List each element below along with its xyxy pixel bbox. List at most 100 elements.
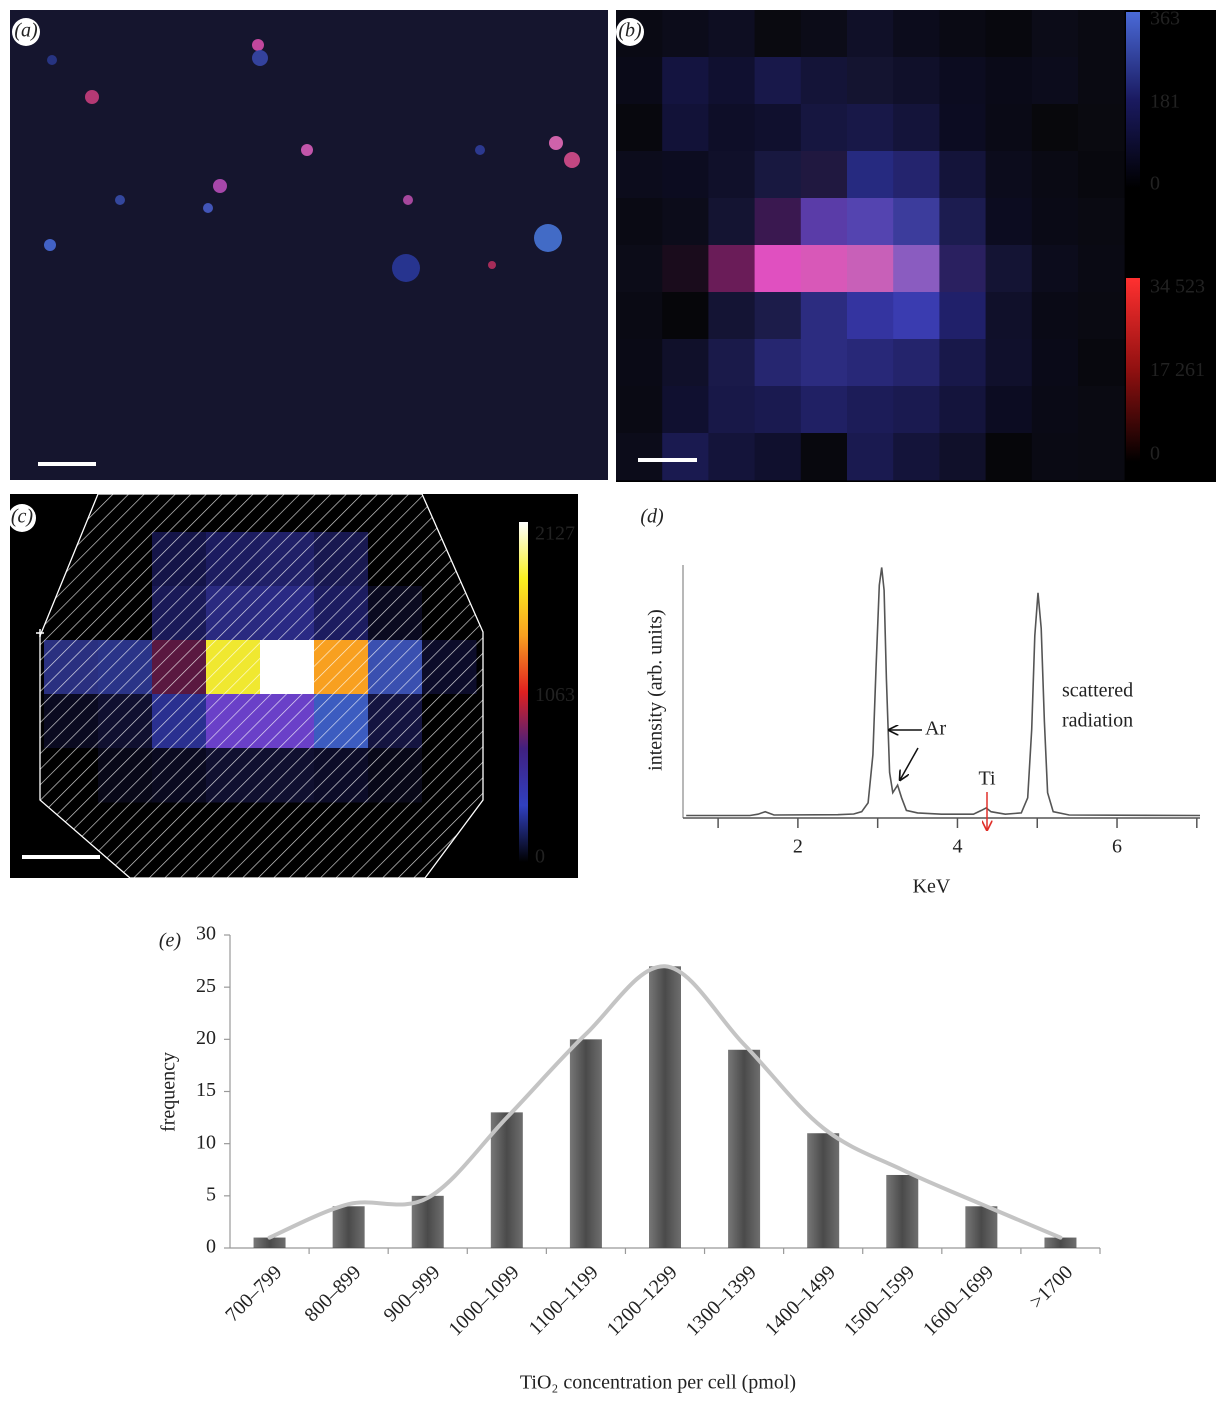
spot	[475, 145, 485, 155]
pixel	[662, 292, 709, 339]
bar	[728, 1050, 760, 1248]
pixel	[847, 245, 894, 292]
pixel	[893, 433, 940, 480]
colorbar-tick-label: 2127	[535, 523, 575, 545]
pixel	[1078, 104, 1125, 151]
y-tick-label: 10	[196, 1131, 216, 1153]
page: {"chart_data": [ {"type": "image", "labe…	[0, 0, 1216, 1402]
pixel	[616, 198, 663, 245]
y-tick-label: 0	[206, 1236, 216, 1258]
pixel	[616, 433, 663, 480]
figure: (a)(b)(c)(d)(e)0181363017 26134 52301063…	[0, 0, 1216, 1402]
spot	[488, 261, 496, 269]
pixel	[893, 198, 940, 245]
pixel	[755, 57, 802, 104]
x-tick-label: 6	[1112, 836, 1122, 858]
colorbar	[1126, 278, 1140, 462]
pixel	[847, 57, 894, 104]
y-tick-label: 25	[196, 975, 216, 997]
colorbar-tick-label: 0	[1150, 443, 1160, 465]
pixel	[986, 151, 1033, 198]
pixel	[755, 433, 802, 480]
pixel	[939, 339, 986, 386]
spot	[44, 239, 56, 251]
x-tick-label: 1000–1099	[444, 1261, 523, 1340]
spot	[47, 55, 57, 65]
pixel	[801, 433, 848, 480]
x-tick-label: 2	[793, 836, 803, 858]
annotation: radiation	[1062, 710, 1133, 732]
pixel	[616, 386, 663, 433]
x-axis-title: TiO₂ concentration per cell (pmol)	[520, 1372, 796, 1394]
pixel	[1078, 292, 1125, 339]
pixel	[1078, 151, 1125, 198]
pixel	[1078, 10, 1125, 57]
pixel	[708, 198, 755, 245]
pixel	[986, 433, 1033, 480]
y-tick-label: 20	[196, 1027, 216, 1049]
pixel	[986, 104, 1033, 151]
pixel	[1032, 433, 1079, 480]
pixel	[662, 151, 709, 198]
pixel	[939, 292, 986, 339]
pixel	[801, 245, 848, 292]
y-axis-title: intensity (arb. units)	[645, 609, 667, 771]
colorbar-tick-label: 0	[535, 846, 545, 868]
pixel	[801, 10, 848, 57]
pixel	[939, 104, 986, 151]
pixel	[708, 292, 755, 339]
spot	[403, 195, 413, 205]
x-tick-label: 800–899	[300, 1261, 365, 1326]
pixel	[893, 245, 940, 292]
colorbar-tick-label: 363	[1150, 8, 1180, 30]
pixel	[939, 245, 986, 292]
pixel	[1032, 151, 1079, 198]
pixel	[847, 386, 894, 433]
pixel	[986, 386, 1033, 433]
bar	[807, 1133, 839, 1248]
pixel	[893, 10, 940, 57]
pixel	[847, 104, 894, 151]
pixel	[755, 292, 802, 339]
spot	[213, 179, 227, 193]
pixel	[616, 292, 663, 339]
pixel	[708, 151, 755, 198]
pixel	[662, 10, 709, 57]
annotation: scattered	[1062, 680, 1133, 702]
pixel	[1078, 198, 1125, 245]
pixel	[986, 57, 1033, 104]
colorbar-tick-label: 17 261	[1150, 359, 1205, 381]
bar	[333, 1206, 365, 1248]
panel-label: (b)	[618, 20, 642, 42]
spot	[115, 195, 125, 205]
pixel	[755, 245, 802, 292]
pixel	[939, 57, 986, 104]
annotation: Ar	[925, 718, 946, 740]
colorbar-tick-label: 34 523	[1150, 276, 1205, 298]
pixel	[801, 151, 848, 198]
pixel	[1032, 386, 1079, 433]
pixel	[1032, 104, 1079, 151]
pixel	[986, 339, 1033, 386]
pixel	[1032, 57, 1079, 104]
pixel	[1032, 198, 1079, 245]
pixel	[616, 104, 663, 151]
spot	[252, 50, 268, 66]
x-tick-label: 4	[952, 836, 962, 858]
pixel	[986, 292, 1033, 339]
pixel	[662, 386, 709, 433]
pixel	[755, 198, 802, 245]
spot	[85, 90, 99, 104]
panel-a-image	[10, 10, 608, 480]
pixel	[755, 10, 802, 57]
pixel	[662, 198, 709, 245]
pixel	[755, 151, 802, 198]
x-tick-label: 1300–1399	[682, 1261, 761, 1340]
pixel	[986, 198, 1033, 245]
pixel	[1032, 292, 1079, 339]
colorbar	[1126, 12, 1140, 188]
y-tick-label: 30	[196, 923, 216, 945]
pixel	[893, 104, 940, 151]
spot	[392, 254, 420, 282]
pixel	[893, 151, 940, 198]
